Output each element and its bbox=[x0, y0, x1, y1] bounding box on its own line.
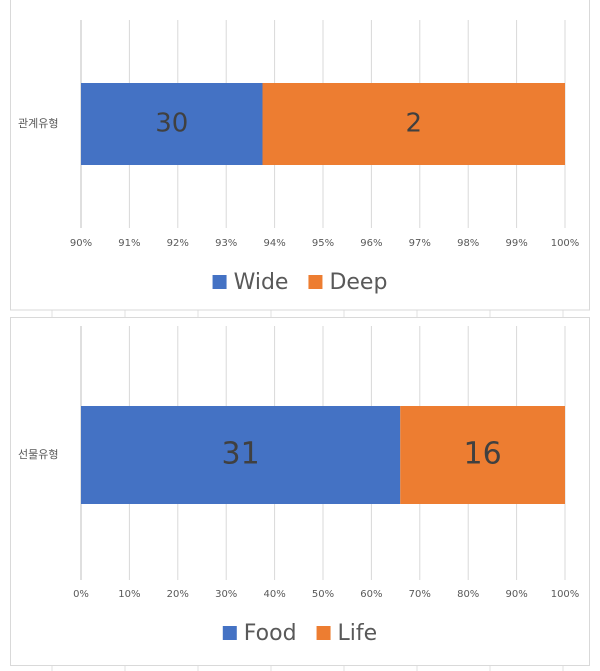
x-tick-label: 97% bbox=[409, 238, 431, 249]
bar-segment bbox=[81, 83, 263, 165]
x-tick-label: 100% bbox=[551, 238, 580, 249]
legend-swatch bbox=[222, 626, 237, 640]
data-label: 16 bbox=[464, 437, 502, 472]
bar-segment bbox=[262, 83, 565, 165]
data-label: 31 bbox=[222, 437, 260, 472]
x-tick-label: 100% bbox=[551, 589, 580, 600]
legend-label: Wide bbox=[234, 270, 289, 295]
legend-label: Food bbox=[244, 621, 297, 646]
legend-swatch bbox=[308, 275, 323, 289]
y-tick-label: 관계유형 bbox=[18, 117, 58, 130]
y-tick-label: 선물유형 bbox=[18, 448, 58, 461]
x-tick-label: 95% bbox=[312, 238, 334, 249]
x-tick-label: 90% bbox=[70, 238, 92, 249]
x-tick-label: 20% bbox=[167, 589, 189, 600]
data-label: 30 bbox=[155, 109, 188, 139]
x-tick-label: 50% bbox=[312, 589, 334, 600]
legend-label: Life bbox=[338, 621, 378, 646]
x-tick-label: 93% bbox=[215, 238, 237, 249]
data-label: 2 bbox=[405, 109, 422, 139]
legend-swatch bbox=[212, 275, 227, 289]
legend-swatch bbox=[316, 626, 331, 640]
x-tick-label: 80% bbox=[457, 589, 479, 600]
x-tick-label: 40% bbox=[263, 589, 285, 600]
x-tick-label: 30% bbox=[215, 589, 237, 600]
x-tick-label: 70% bbox=[409, 589, 431, 600]
x-tick-label: 10% bbox=[118, 589, 140, 600]
x-tick-label: 94% bbox=[263, 238, 285, 249]
legend-label: Deep bbox=[329, 270, 387, 295]
x-tick-label: 60% bbox=[360, 589, 382, 600]
x-tick-label: 90% bbox=[505, 589, 527, 600]
bar-segment bbox=[81, 406, 401, 504]
x-tick-label: 96% bbox=[360, 238, 382, 249]
bar-segment bbox=[400, 406, 565, 504]
x-tick-label: 91% bbox=[118, 238, 140, 249]
x-tick-label: 98% bbox=[457, 238, 479, 249]
x-tick-label: 92% bbox=[167, 238, 189, 249]
x-tick-label: 0% bbox=[73, 589, 89, 600]
x-tick-label: 99% bbox=[505, 238, 527, 249]
